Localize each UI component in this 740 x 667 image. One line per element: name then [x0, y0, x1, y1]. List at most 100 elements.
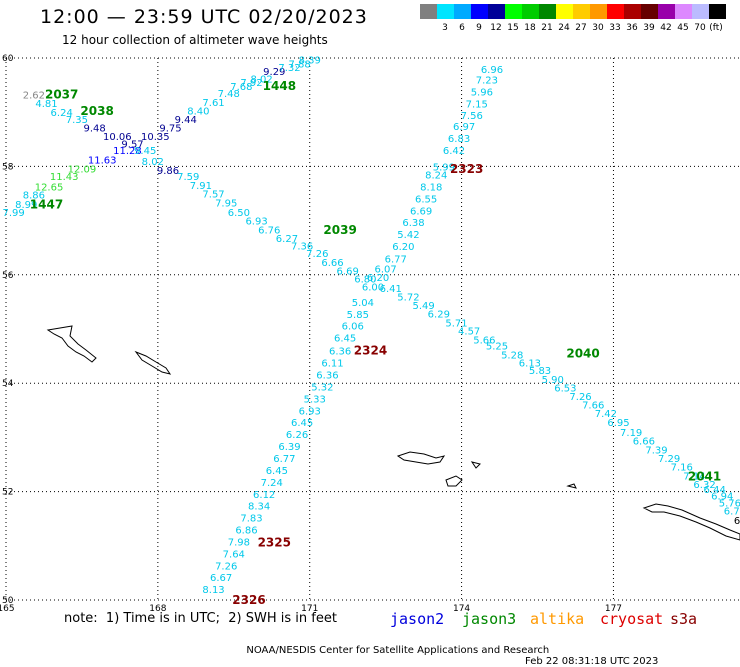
- wave-height-value: 5.90: [542, 375, 564, 386]
- wave-height-value: 6.93: [245, 217, 267, 228]
- scale-label: 70: [694, 23, 706, 33]
- wave-height-value: 6.00: [362, 283, 384, 294]
- wave-height-value: 5.04: [352, 298, 374, 309]
- wave-height-value: 2.62: [23, 90, 45, 101]
- wave-height-value: 7.39: [645, 445, 667, 456]
- wave-height-value: 8.99: [15, 200, 37, 211]
- wave-height-value: 6.36: [316, 371, 338, 382]
- land-outline: [396, 451, 446, 465]
- wave-height-value: 6.26: [286, 430, 308, 441]
- wave-height-value: 4.57: [458, 327, 480, 338]
- wave-height-value: 6.97: [453, 122, 475, 133]
- wave-height-value: 9.57: [121, 140, 143, 151]
- scale-label: 24: [558, 23, 570, 33]
- pass-time-label: 2326: [232, 593, 265, 607]
- footer-center: NOAA/NESDIS Center for Satellite Applica…: [246, 645, 550, 656]
- pass-time-label: 2039: [323, 223, 356, 237]
- scale-swatch: [539, 4, 556, 19]
- wave-height-value: 6.27: [276, 234, 298, 245]
- scale-label: 9: [476, 23, 482, 33]
- wave-height-value: 8.13: [202, 585, 224, 596]
- lon-tick-label: 174: [453, 604, 470, 614]
- scale-swatch: [454, 4, 471, 19]
- scale-swatch: [709, 4, 726, 19]
- scale-swatch: [692, 4, 709, 19]
- wave-height-value: 7.35: [66, 115, 88, 126]
- page-title: 12:00 — 23:59 UTC 02/20/2023: [40, 6, 368, 28]
- scale-label: 33: [609, 23, 621, 33]
- wave-height-value: 6.77: [385, 255, 407, 266]
- page-subtitle: 12 hour collection of altimeter wave hei…: [62, 33, 328, 47]
- wave-height-value: 6.69: [337, 266, 359, 277]
- wave-height-value: 6.45: [266, 466, 288, 477]
- wave-height-value: 5.42: [397, 230, 419, 241]
- wave-height-value: 10.06: [103, 132, 132, 143]
- wave-height-value: 7.26: [215, 561, 237, 572]
- wave-height-value: 5.25: [486, 341, 508, 352]
- wave-height-value: 5.85: [347, 310, 369, 321]
- scale-label: 21: [541, 23, 553, 33]
- wave-height-value: 5.83: [529, 366, 551, 377]
- lon-tick-label: 171: [301, 604, 318, 614]
- wave-height-value: 7.95: [215, 199, 237, 210]
- scale-swatch: [471, 4, 488, 19]
- scale-swatch: [607, 4, 624, 19]
- scale-label: 12: [490, 23, 502, 33]
- wave-height-value: 6.45: [291, 418, 313, 429]
- wave-height-value: 5.99: [433, 162, 455, 173]
- scale-label: 42: [660, 23, 672, 33]
- lat-tick-label: 54: [2, 379, 14, 389]
- wave-height-value: 6.24: [51, 108, 73, 119]
- wave-height-value: 5.71: [445, 318, 467, 329]
- wave-height-value: 7.64: [223, 549, 245, 560]
- wave-height-value: 7.23: [476, 76, 498, 87]
- wave-height-value: 8.39: [299, 56, 321, 67]
- lon-tick-label: 177: [605, 604, 622, 614]
- land-outline: [566, 483, 577, 489]
- legend-jason3: jason3: [462, 610, 517, 628]
- pass-time-label: 2323: [450, 162, 483, 176]
- wave-height-value: 6.38: [402, 218, 424, 229]
- wave-height-value: 11.63: [88, 155, 117, 166]
- wave-height-value: 7.99: [2, 208, 24, 219]
- lat-tick-label: 58: [2, 162, 14, 172]
- wave-height-value: 6.53: [554, 384, 576, 395]
- wave-height-value: 7.36: [291, 242, 313, 253]
- legend-jason2: jason2: [390, 610, 445, 628]
- lat-tick-label: 56: [2, 271, 14, 281]
- wave-height-value: 9.48: [83, 123, 105, 134]
- wave-height-value: 7.57: [202, 190, 224, 201]
- wave-height-value: 8.34: [248, 502, 270, 513]
- land-outline: [46, 325, 97, 363]
- scale-swatch: [658, 4, 675, 19]
- wave-height-value: 5.96: [471, 88, 493, 99]
- wave-height-value: 9.86: [157, 166, 179, 177]
- wave-height-value: 9.44: [175, 115, 197, 126]
- wave-height-value: 9.29: [263, 67, 285, 78]
- scale-swatch: [420, 4, 437, 19]
- wave-height-value: 6.45: [334, 334, 356, 345]
- wave-height-value: 5.28: [501, 350, 523, 361]
- wave-height-value: 7.24: [261, 478, 283, 489]
- scale-swatch: [505, 4, 522, 19]
- wave-height-value: 6.52: [734, 516, 740, 527]
- wave-height-value: 6.83: [448, 134, 470, 145]
- wave-height-value: 6.07: [375, 264, 397, 275]
- scale-label: 36: [626, 23, 638, 33]
- wave-height-value: 6.50: [228, 208, 250, 219]
- wave-height-value: 6.96: [481, 65, 503, 76]
- wave-height-value: 6.93: [299, 406, 321, 417]
- wave-height-value: 12.09: [68, 165, 97, 176]
- wave-height-value: 9.75: [159, 123, 181, 134]
- land-outline: [134, 350, 172, 375]
- wave-height-value: 7.68: [230, 82, 252, 93]
- wave-height-value: 6.77: [273, 454, 295, 465]
- wave-height-value: 7.14: [683, 471, 705, 482]
- scale-swatch: [556, 4, 573, 19]
- wave-height-value: 11.28: [113, 146, 142, 157]
- wave-height-value: 7.83: [240, 514, 262, 525]
- scale-label: 45: [677, 23, 689, 33]
- wave-height-value: 6.13: [519, 359, 541, 370]
- pass-time-label: 2325: [258, 536, 291, 550]
- wave-height-value: 6.55: [415, 194, 437, 205]
